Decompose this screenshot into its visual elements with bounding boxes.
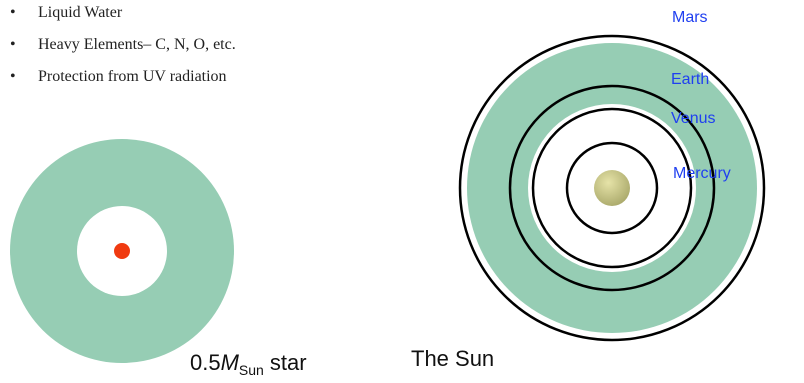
caption-prefix: 0.5 [190, 350, 221, 375]
bullet-dot: • [10, 36, 16, 53]
solar-system: Mars Earth Venus Mercury [460, 9, 764, 340]
star [114, 243, 130, 259]
caption-symbol: M [221, 350, 240, 375]
bullet: Protection from UV radiation [38, 68, 227, 85]
slide: • Liquid Water • Heavy Elements– C, N, O… [0, 0, 804, 383]
small-star-system [10, 139, 234, 363]
bullet: Liquid Water [38, 4, 123, 21]
caption-suffix: star [270, 350, 307, 375]
page: • Liquid Water • Heavy Elements– C, N, O… [0, 0, 804, 383]
sun [594, 170, 630, 206]
planet-label: Earth [671, 71, 709, 88]
bullet-dot: • [10, 4, 16, 21]
bullet: Heavy Elements– C, N, O, etc. [38, 36, 236, 53]
bullet-list: • Liquid Water • Heavy Elements– C, N, O… [10, 4, 236, 85]
planet-label: Mars [672, 9, 708, 26]
planet-label: Mercury [673, 165, 731, 182]
planet-label: Venus [671, 110, 715, 127]
caption-subscript: Sun [239, 362, 264, 378]
caption: The Sun [411, 346, 494, 371]
bullet-dot: • [10, 68, 16, 85]
